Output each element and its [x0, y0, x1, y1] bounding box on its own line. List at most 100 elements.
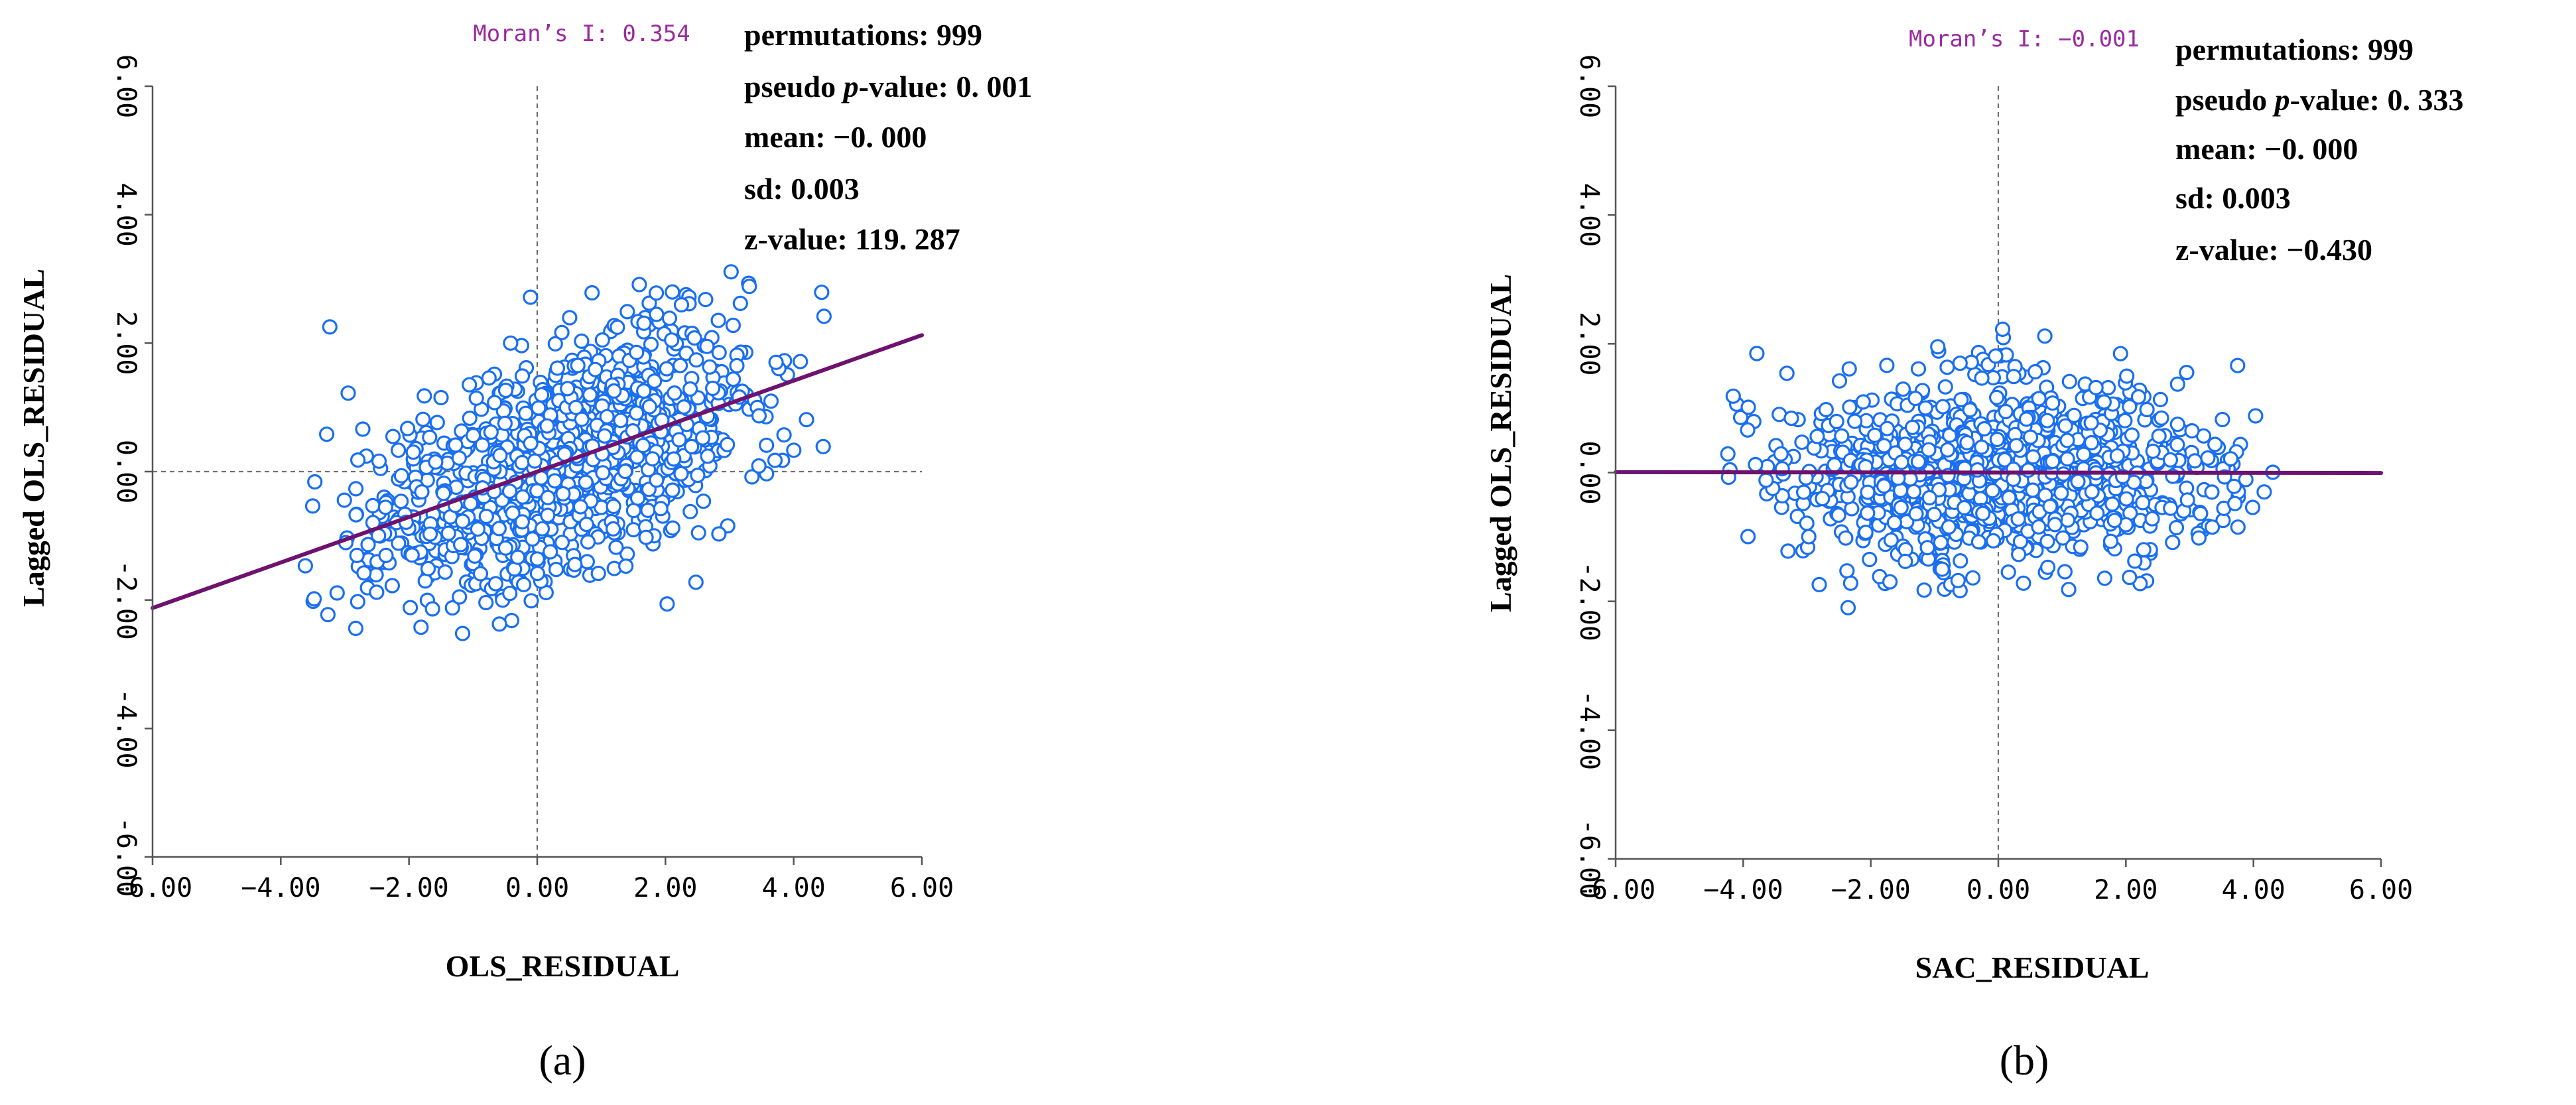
scatter-point — [417, 388, 432, 404]
scatter-point — [690, 467, 706, 484]
scatter-point — [2256, 484, 2272, 500]
scatter-point — [672, 358, 688, 373]
scatter-point — [1894, 454, 1909, 470]
scatter-point — [814, 285, 830, 300]
scatter-point — [548, 561, 564, 578]
scatter-point — [533, 387, 550, 403]
scatter-point — [744, 469, 760, 485]
x-tick-label: 2.00 — [2094, 875, 2157, 905]
scatter-point — [2001, 489, 2017, 505]
y-axis-label: Lagged OLS_RESIDUAL — [17, 269, 50, 607]
scatter-point — [547, 473, 563, 489]
scatter-point — [440, 525, 456, 541]
scatter-point — [336, 492, 352, 508]
scatter-point — [629, 344, 645, 361]
scatter-point — [306, 591, 322, 607]
y-tick-label: 2.00 — [1574, 312, 1604, 375]
stats-block: permutations: 999 pseudo p-value: 0. 333… — [2175, 32, 2464, 267]
scatter-point — [2104, 496, 2120, 512]
scatter-point — [1950, 572, 1966, 588]
scatter-point — [503, 612, 520, 629]
x-tick-label: 0.00 — [1966, 875, 2030, 905]
scatter-point — [319, 426, 335, 442]
scatter-point — [340, 385, 356, 401]
scatter-point — [1959, 434, 1975, 451]
scatter-point — [405, 444, 421, 460]
y-tick-label: 4.00 — [1574, 183, 1604, 247]
scatter-point — [2207, 436, 2223, 452]
scatter-point — [404, 547, 420, 563]
scatter-point — [2109, 448, 2125, 464]
scatter-point — [699, 338, 715, 354]
scatter-point — [1921, 489, 1937, 506]
scatter-point — [767, 452, 783, 468]
scatter-point — [539, 418, 555, 434]
scatter-point — [1893, 482, 1909, 499]
scatter-point — [1834, 428, 1850, 444]
scatter-point — [688, 574, 704, 590]
scatter-point — [487, 576, 504, 592]
scatter-point — [468, 390, 484, 406]
scatter-point — [671, 432, 687, 448]
scatter-point — [2244, 499, 2261, 515]
scatter-point — [574, 333, 590, 350]
scatter-point — [415, 411, 431, 427]
scatter-point — [1907, 391, 1923, 407]
scatter-point — [578, 474, 594, 490]
scatter-point — [2006, 369, 2022, 385]
scatter-point — [1988, 348, 2004, 364]
scatter-point — [1935, 399, 1951, 415]
scatter-point — [2025, 482, 2041, 498]
scatter-point — [2059, 451, 2075, 467]
scatter-point — [667, 385, 682, 401]
scatter-point — [2179, 364, 2195, 381]
scatter-point — [360, 537, 376, 552]
scatter-point — [1952, 356, 1968, 371]
scatter-point — [1919, 540, 1935, 556]
scatter-point — [2012, 533, 2028, 550]
scatter-point — [673, 297, 690, 313]
scatter-point — [350, 452, 366, 468]
scatter-point — [2119, 368, 2135, 384]
sd-text: sd: 0.003 — [2175, 181, 2291, 215]
scatter-point — [1941, 519, 1957, 535]
scatter-point — [452, 589, 468, 605]
scatter-point — [584, 285, 600, 301]
scatter-point — [665, 284, 680, 300]
scatter-point — [1720, 446, 1736, 462]
scatter-point — [417, 573, 433, 589]
scatter-point — [1893, 499, 1909, 515]
scatter-point — [645, 451, 661, 467]
scatter-point — [470, 521, 486, 537]
scatter-point — [1860, 484, 1876, 500]
scatter-point — [664, 332, 680, 348]
permutations-text: permutations: 999 — [744, 18, 982, 52]
y-tick-label: -2.00 — [111, 560, 141, 639]
scatter-point — [474, 437, 490, 453]
scatter-point — [348, 620, 364, 637]
scatter-point — [1883, 532, 1899, 548]
scatter-point — [625, 522, 641, 538]
scatter-point — [1780, 543, 1796, 559]
scatter-point — [2169, 436, 2185, 453]
pseudo-p-value-text: pseudo p-value: 0. 333 — [2175, 83, 2464, 117]
scatter-point — [1811, 576, 1827, 593]
scatter-point — [502, 586, 518, 602]
scatter-point — [2102, 533, 2119, 549]
scatter-point — [514, 514, 531, 530]
scatter-point — [610, 319, 625, 335]
scatter-point — [617, 464, 633, 480]
y-tick-label: -6.00 — [111, 817, 141, 897]
scatter-point — [2084, 484, 2100, 500]
scatter-point — [590, 565, 606, 582]
scatter-point — [391, 535, 407, 551]
scatter-point — [2059, 512, 2076, 528]
scatter-point — [2130, 389, 2146, 405]
scatter-point — [1725, 388, 1741, 404]
scatter-point — [1970, 534, 1986, 550]
scatter-point — [661, 310, 678, 326]
scatter-point — [1898, 436, 1913, 452]
scatter-point — [605, 521, 621, 537]
scatter-point — [568, 399, 584, 415]
scatter-point — [429, 415, 445, 430]
